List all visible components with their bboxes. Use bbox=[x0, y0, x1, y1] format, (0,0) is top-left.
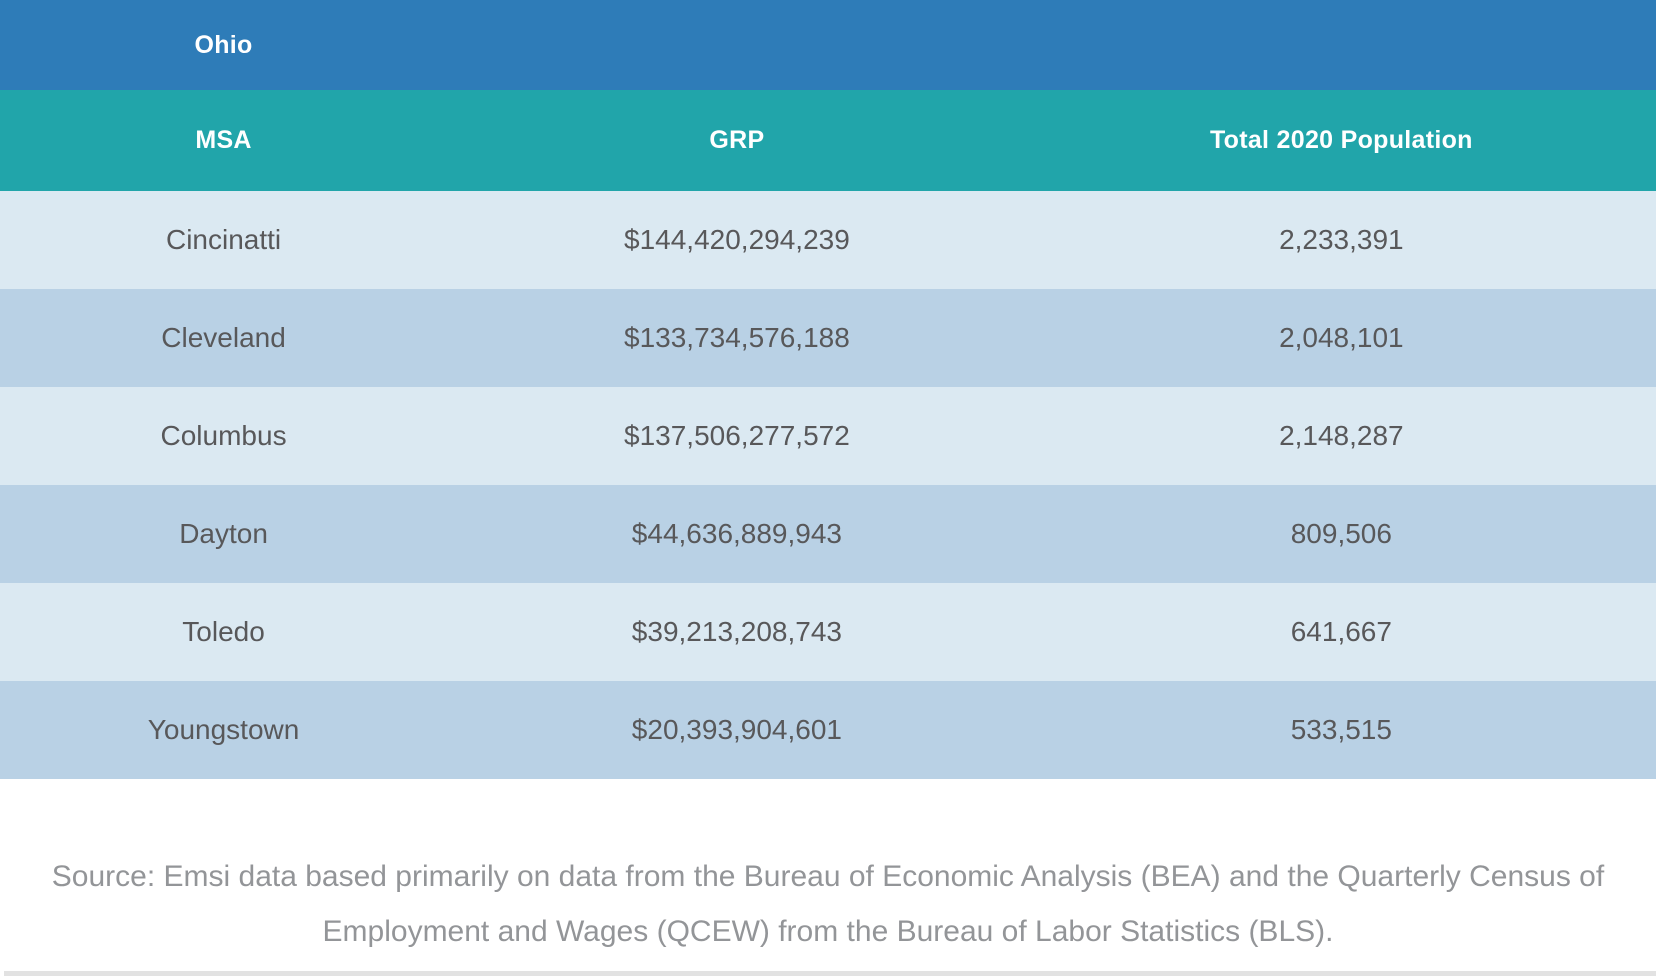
grp-cell: $144,420,294,239 bbox=[447, 191, 1027, 289]
table-row: Cincinatti $144,420,294,239 2,233,391 bbox=[0, 191, 1656, 289]
msa-cell: Columbus bbox=[0, 387, 448, 485]
population-cell: 2,148,287 bbox=[1026, 387, 1656, 485]
state-header-row: Ohio bbox=[0, 0, 1656, 90]
grp-cell: $39,213,208,743 bbox=[447, 583, 1027, 681]
grp-cell: $20,393,904,601 bbox=[447, 681, 1027, 779]
population-cell: 809,506 bbox=[1026, 485, 1656, 583]
table-row: Youngstown $20,393,904,601 533,515 bbox=[0, 681, 1656, 779]
table-row: Dayton $44,636,889,943 809,506 bbox=[0, 485, 1656, 583]
state-header: Ohio bbox=[0, 0, 448, 90]
column-header-population: Total 2020 Population bbox=[1026, 90, 1656, 191]
grp-cell: $133,734,576,188 bbox=[447, 289, 1027, 387]
population-cell: 2,233,391 bbox=[1026, 191, 1656, 289]
grp-cell: $137,506,277,572 bbox=[447, 387, 1027, 485]
column-header-grp: GRP bbox=[447, 90, 1027, 191]
ohio-msa-table: Ohio MSA GRP Total 2020 Population Cinci… bbox=[0, 0, 1656, 779]
population-cell: 533,515 bbox=[1026, 681, 1656, 779]
population-cell: 2,048,101 bbox=[1026, 289, 1656, 387]
population-cell: 641,667 bbox=[1026, 583, 1656, 681]
msa-cell: Dayton bbox=[0, 485, 448, 583]
bottom-divider bbox=[4, 971, 1656, 976]
table-row: Toledo $39,213,208,743 641,667 bbox=[0, 583, 1656, 681]
table-body: Cincinatti $144,420,294,239 2,233,391 Cl… bbox=[0, 191, 1656, 779]
msa-cell: Cincinatti bbox=[0, 191, 448, 289]
state-header-spacer bbox=[1026, 0, 1656, 90]
msa-cell: Toledo bbox=[0, 583, 448, 681]
msa-cell: Youngstown bbox=[0, 681, 448, 779]
msa-cell: Cleveland bbox=[0, 289, 448, 387]
table-row: Cleveland $133,734,576,188 2,048,101 bbox=[0, 289, 1656, 387]
table-row: Columbus $137,506,277,572 2,148,287 bbox=[0, 387, 1656, 485]
grp-cell: $44,636,889,943 bbox=[447, 485, 1027, 583]
source-note: Source: Emsi data based primarily on dat… bbox=[51, 860, 1605, 948]
state-header-spacer bbox=[447, 0, 1027, 90]
column-header-msa: MSA bbox=[0, 90, 448, 191]
column-header-row: MSA GRP Total 2020 Population bbox=[0, 90, 1656, 191]
